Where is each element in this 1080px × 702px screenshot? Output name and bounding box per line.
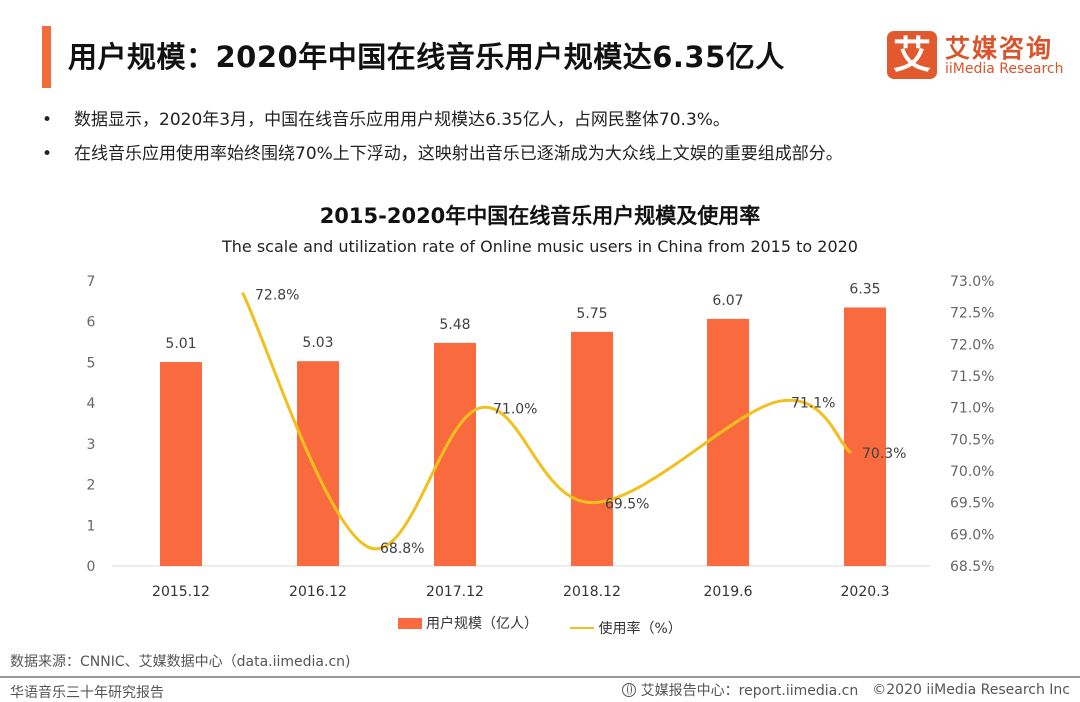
bar-data-label: 5.75: [576, 306, 607, 322]
legend-item-users: 用户规模（亿人）: [398, 613, 538, 633]
y-right-tick-label: 70.0%: [950, 464, 994, 480]
bar-users: [571, 332, 613, 566]
x-category-label: 2018.12: [563, 584, 621, 600]
y-right-tick-label: 72.0%: [950, 337, 994, 353]
x-category-label: 2015.12: [152, 584, 210, 600]
y-right-tick-label: 69.5%: [950, 496, 994, 512]
bar-users: [160, 362, 202, 566]
y-left-tick-label: 6: [87, 315, 96, 331]
y-left-tick-label: 4: [87, 396, 96, 412]
copyright: ©2020 iiMedia Research Inc: [872, 682, 1070, 698]
line-data-label: 68.8%: [380, 541, 424, 557]
bar-data-label: 6.35: [849, 281, 880, 297]
legend-bar-swatch-icon: [398, 618, 422, 629]
bar-users: [707, 319, 749, 566]
data-source: 数据来源：CNNIC、艾媒数据中心（data.iimedia.cn): [10, 651, 350, 671]
legend-line-swatch-icon: [570, 627, 594, 629]
globe-icon: [622, 683, 636, 697]
bar-users: [844, 307, 886, 566]
bar-data-label: 6.07: [712, 293, 743, 309]
line-data-label: 71.1%: [791, 395, 835, 411]
legend-label-users: 用户规模（亿人）: [426, 613, 538, 633]
x-category-label: 2019.6: [704, 584, 753, 600]
line-data-label: 70.3%: [862, 446, 906, 462]
y-left-tick-label: 3: [87, 437, 96, 453]
bar-data-label: 5.01: [165, 336, 196, 352]
x-category-label: 2017.12: [426, 584, 484, 600]
y-right-tick-label: 71.5%: [950, 369, 994, 385]
y-right-tick-label: 73.0%: [950, 274, 994, 290]
y-left-tick-label: 7: [87, 274, 96, 290]
y-right-tick-label: 70.5%: [950, 432, 994, 448]
legend-item-rate: 使用率（%）: [570, 618, 681, 638]
y-left-tick-label: 5: [87, 355, 96, 371]
y-right-tick-label: 72.5%: [950, 306, 994, 322]
x-category-label: 2016.12: [289, 584, 347, 600]
footer-divider: [0, 676, 1080, 678]
bar-data-label: 5.48: [439, 317, 470, 333]
y-right-tick-label: 71.0%: [950, 401, 994, 417]
report-center-link[interactable]: 艾媒报告中心：report.iimedia.cn: [641, 680, 859, 700]
legend-label-rate: 使用率（%）: [598, 618, 681, 638]
x-category-label: 2020.3: [841, 584, 890, 600]
footer-credits: 艾媒报告中心：report.iimedia.cn ©2020 iiMedia R…: [622, 680, 1070, 700]
line-data-label: 72.8%: [255, 288, 299, 304]
y-left-tick-label: 1: [87, 518, 96, 534]
y-left-tick-label: 0: [87, 559, 96, 575]
report-name: 华语音乐三十年研究报告: [10, 682, 164, 702]
bar-data-label: 5.03: [302, 335, 333, 351]
chart-legend: 用户规模（亿人） 使用率（%）: [398, 613, 710, 638]
y-left-tick-label: 2: [87, 478, 96, 494]
line-data-label: 71.0%: [493, 402, 537, 418]
bar-users: [297, 361, 339, 566]
bar-users: [434, 343, 476, 566]
line-data-label: 69.5%: [605, 497, 649, 513]
y-right-tick-label: 69.0%: [950, 527, 994, 543]
y-right-tick-label: 68.5%: [950, 559, 994, 575]
